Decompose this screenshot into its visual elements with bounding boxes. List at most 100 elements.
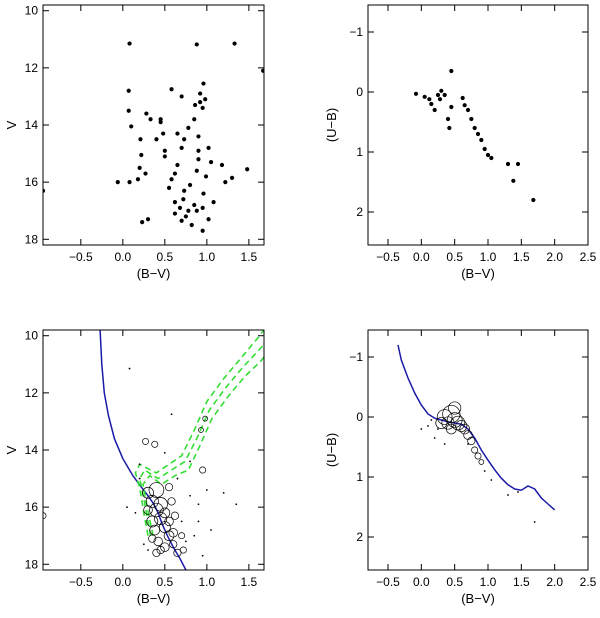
x-tick-label: 1.0 xyxy=(480,575,497,589)
data-point xyxy=(189,222,194,228)
data-point xyxy=(189,494,191,497)
x-tick-label: −0.5 xyxy=(69,250,93,264)
data-point xyxy=(175,131,180,136)
data-point xyxy=(158,120,163,125)
data-point xyxy=(138,477,141,480)
data-point xyxy=(177,205,183,210)
data-circle xyxy=(478,459,485,465)
data-point xyxy=(179,218,184,223)
data-point xyxy=(127,41,132,46)
data-point xyxy=(442,92,447,98)
data-point xyxy=(126,88,131,93)
data-circle xyxy=(471,446,479,454)
data-point xyxy=(134,511,137,514)
data-point xyxy=(219,162,225,168)
data-point xyxy=(200,205,205,210)
data-circle xyxy=(168,528,178,538)
data-point xyxy=(192,102,198,108)
data-point xyxy=(465,107,471,113)
x-tick-label: 0.5 xyxy=(446,250,463,264)
y-tick-label: 18 xyxy=(25,232,39,246)
y-axis-label: (U−B) xyxy=(324,433,339,467)
data-point xyxy=(145,217,151,222)
data-point xyxy=(517,491,519,493)
data-point xyxy=(482,146,487,152)
data-point xyxy=(196,134,201,139)
x-tick-label: 1.5 xyxy=(241,575,258,589)
data-circle xyxy=(160,542,170,552)
data-point xyxy=(413,91,419,96)
y-tick-label: 10 xyxy=(25,329,39,343)
data-point xyxy=(201,191,206,196)
data-point xyxy=(197,503,200,506)
axes-frame xyxy=(42,4,265,246)
data-point xyxy=(445,116,451,122)
data-point xyxy=(176,477,179,480)
y-tick-label: −1 xyxy=(349,350,363,364)
data-point xyxy=(135,177,141,182)
data-circle xyxy=(146,515,159,528)
data-circle xyxy=(149,502,164,518)
data-point xyxy=(223,180,228,185)
x-tick-label: 1.5 xyxy=(513,575,530,589)
x-tick-label: 0.5 xyxy=(157,250,174,264)
y-tick-label: 10 xyxy=(25,4,39,18)
data-circle xyxy=(149,524,161,536)
data-circle xyxy=(435,417,448,429)
data-point xyxy=(129,124,134,129)
y-tick-label: 2 xyxy=(356,205,363,219)
data-point xyxy=(443,443,446,445)
data-point xyxy=(203,97,208,102)
track-line-0 xyxy=(99,330,187,570)
data-point xyxy=(475,131,481,137)
data-point xyxy=(479,137,484,143)
data-point xyxy=(200,228,205,233)
data-point xyxy=(162,148,167,153)
data-point xyxy=(460,95,465,101)
data-circle xyxy=(164,516,174,527)
x-axis-label: (B−V) xyxy=(461,266,495,281)
axes-frame xyxy=(367,4,589,246)
x-tick-label: 0.0 xyxy=(413,250,430,264)
data-point xyxy=(206,217,211,222)
panel-top-left: −0.5 0.0 0.5 1.0 1.5 10 12 14 16 18 (B−V) V xyxy=(4,4,265,281)
data-circle xyxy=(446,412,463,428)
data-circle xyxy=(202,415,209,422)
data-point xyxy=(128,367,131,370)
data-point xyxy=(232,41,237,46)
data-circle xyxy=(463,430,473,440)
data-point xyxy=(169,87,174,92)
isochrone-line-1 xyxy=(134,330,264,536)
data-point xyxy=(192,117,197,122)
y-axis-label: (U−B) xyxy=(324,108,339,142)
data-circle xyxy=(142,437,149,445)
data-point xyxy=(511,178,516,183)
data-circle xyxy=(151,440,159,448)
data-point xyxy=(422,94,427,99)
data-point xyxy=(180,520,183,523)
data-point xyxy=(205,489,208,491)
data-circle xyxy=(154,512,168,526)
data-point xyxy=(161,131,166,136)
data-point xyxy=(179,145,184,150)
y-tick-label: 14 xyxy=(25,118,39,132)
data-point xyxy=(127,180,132,185)
data-point xyxy=(203,174,209,179)
data-point xyxy=(186,208,191,213)
data-point xyxy=(147,549,149,551)
x-tick-label: 0.0 xyxy=(413,575,430,589)
data-circle xyxy=(448,401,462,415)
data-point xyxy=(490,479,493,481)
data-point xyxy=(194,208,199,213)
data-point xyxy=(166,185,172,190)
data-circle xyxy=(446,423,457,435)
data-point xyxy=(172,211,178,216)
y-tick-label: 18 xyxy=(25,557,39,571)
data-circle xyxy=(148,482,165,498)
data-point xyxy=(189,460,191,463)
data-circle xyxy=(441,416,455,430)
x-tick-label: 2.5 xyxy=(580,575,597,589)
data-point xyxy=(196,157,201,162)
y-axis-label: V xyxy=(4,445,19,454)
